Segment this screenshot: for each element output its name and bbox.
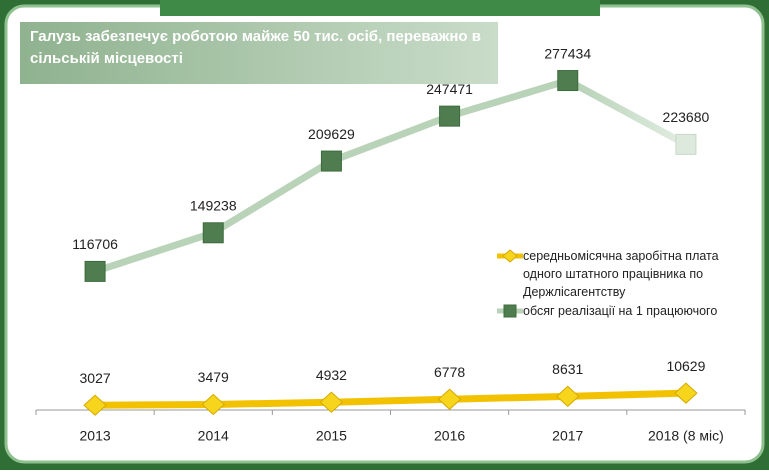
diamond-marker: [674, 382, 698, 404]
square-marker: [675, 133, 697, 155]
square-marker: [557, 70, 579, 92]
x-tick-label: 2015: [316, 428, 347, 444]
value-label: 277434: [544, 45, 591, 61]
value-label: 10629: [666, 358, 705, 374]
header-wrap: Галузь забезпечує роботою майже 50 тис. …: [30, 28, 481, 67]
value-label: 209629: [308, 126, 355, 142]
x-tick-label: 2016: [434, 428, 465, 444]
square-marker: [84, 260, 106, 282]
square-marker: [439, 105, 461, 127]
value-label: 3027: [80, 370, 111, 386]
title-bar: [160, 0, 600, 16]
diamond-marker: [201, 393, 225, 416]
series-line: [95, 389, 687, 409]
value-label: 6778: [434, 364, 465, 380]
square-marker: [202, 222, 224, 244]
header-box: [20, 22, 498, 84]
diamond-marker: [556, 385, 580, 408]
value-label: 8631: [552, 361, 583, 377]
x-tick-label: 2014: [198, 428, 229, 444]
diamond-marker: [437, 388, 462, 410]
legend-wrap: середньомісячна заробітна плата одного ш…: [523, 249, 719, 299]
series-line: [93, 77, 688, 275]
legend-label: середньомісячна заробітна плата одного ш…: [523, 249, 719, 299]
value-label: 247471: [426, 81, 473, 97]
x-tick-label: 2017: [552, 428, 583, 444]
value-label: 4932: [316, 367, 347, 383]
legend-label: обсяг реалізації на 1 працюючого: [523, 304, 718, 318]
legend-marker: [503, 304, 517, 318]
diamond-marker: [83, 394, 107, 416]
x-tick-label: 2013: [80, 428, 111, 444]
diamond-marker: [319, 391, 344, 413]
legend-wrap: обсяг реалізації на 1 працюючого: [523, 304, 718, 318]
legend-marker: [502, 249, 518, 263]
square-marker: [320, 150, 342, 172]
value-label: 3479: [198, 369, 229, 385]
value-label: 223680: [663, 109, 710, 125]
header-text: Галузь забезпечує роботою майже 50 тис. …: [30, 28, 481, 67]
x-tick-label: 2018 (8 міс): [648, 428, 724, 444]
value-label: 149238: [190, 197, 237, 213]
value-label: 116706: [72, 236, 118, 252]
